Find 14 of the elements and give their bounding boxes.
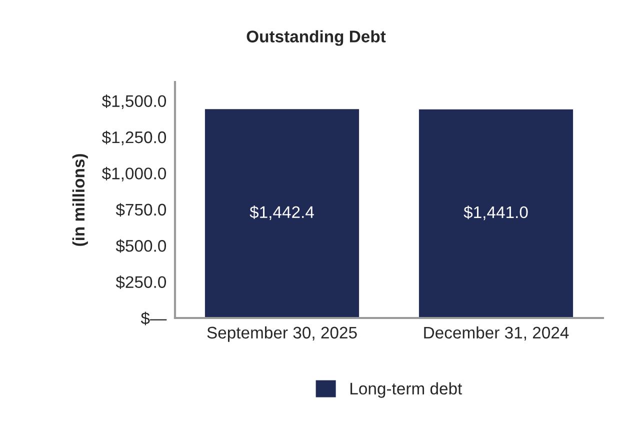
y-axis-title: (in millions) <box>72 154 88 246</box>
legend-label: Long-term debt <box>350 382 462 398</box>
y-tick-label: $— <box>140 312 167 326</box>
y-tick-label: $1,250.0 <box>102 130 166 146</box>
x-tick-label: September 30, 2025 <box>207 326 357 342</box>
data-label: $1,441.0 <box>464 206 528 220</box>
y-tick-label: $1,500.0 <box>102 94 166 109</box>
y-tick-label: $250.0 <box>116 276 166 289</box>
y-tick-label: $1,000.0 <box>102 166 166 182</box>
y-tick-label: $500.0 <box>116 239 166 253</box>
data-label: $1,442.4 <box>250 206 314 220</box>
y-tick-label: $750.0 <box>116 203 166 217</box>
chart-title: Outstanding Debt <box>246 30 386 46</box>
x-tick-label: December 31, 2024 <box>424 326 569 341</box>
